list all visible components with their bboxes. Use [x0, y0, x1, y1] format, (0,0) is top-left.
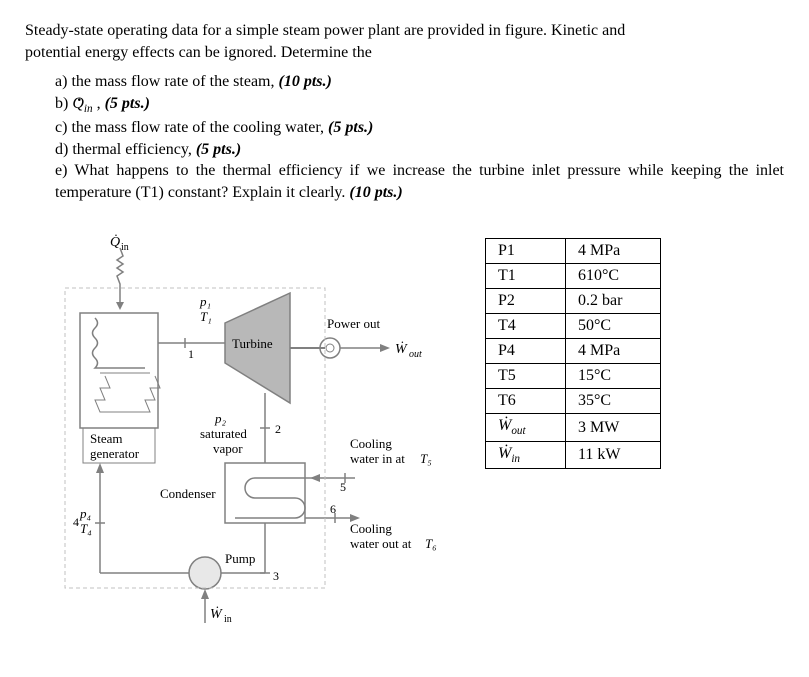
state5-label: 5	[340, 480, 346, 494]
part-e-pts: (10 pts.)	[349, 184, 402, 201]
table-val: 4 MPa	[566, 239, 661, 264]
table-row: P20.2 bar	[486, 289, 661, 314]
cooling-in1: Cooling	[350, 436, 392, 451]
part-d: d) thermal efficiency, (5 pts.)	[55, 139, 784, 161]
t5-label: T₅	[420, 451, 432, 466]
table-key: Ẇout	[486, 414, 566, 441]
p4-label: p₄	[79, 506, 92, 521]
table-row: Ẇin11 kW	[486, 441, 661, 468]
part-a: a) the mass flow rate of the steam, (10 …	[55, 71, 784, 93]
part-c: c) the mass flow rate of the cooling wat…	[55, 117, 784, 139]
qin-label: Q̇	[110, 234, 120, 250]
content-row: Steam generator Q̇ in p₁ T₁ 1 Turbine	[25, 228, 784, 633]
table-key: T6	[486, 389, 566, 414]
wout-label: Ẇ	[395, 340, 408, 357]
part-c-text: the mass flow rate of the cooling water,	[71, 119, 328, 136]
table-row: T1610°C	[486, 264, 661, 289]
t6-label: T₆	[425, 536, 437, 551]
turbine-label: Turbine	[232, 336, 273, 351]
table-key: P2	[486, 289, 566, 314]
table-val: 610°C	[566, 264, 661, 289]
state3-label: 3	[273, 569, 279, 583]
win-sub: in	[224, 614, 232, 625]
part-d-letter: d)	[55, 141, 68, 158]
part-d-text: thermal efficiency,	[72, 141, 196, 158]
part-b-letter: b)	[55, 95, 68, 112]
table-key: P1	[486, 239, 566, 264]
steam-gen-label1: Steam	[90, 431, 123, 446]
steam-gen-label2: generator	[90, 446, 140, 461]
qin-sub: in	[121, 242, 129, 253]
table-val: 50°C	[566, 314, 661, 339]
table-row: T450°C	[486, 314, 661, 339]
state6-label: 6	[330, 502, 336, 516]
state4-label: 4	[73, 515, 79, 529]
sat2-label: vapor	[213, 441, 243, 456]
pump-label: Pump	[225, 551, 255, 566]
cooling-in2: water in at	[350, 451, 405, 466]
table-row: P14 MPa	[486, 239, 661, 264]
table-key: T1	[486, 264, 566, 289]
table-row: T635°C	[486, 389, 661, 414]
part-a-letter: a)	[55, 73, 67, 90]
cooling-out1: Cooling	[350, 521, 392, 536]
wout-base: Ẇ	[498, 417, 511, 434]
win-label: Ẇ	[210, 605, 223, 622]
intro-line2: potential energy effects can be ignored.…	[25, 44, 372, 61]
sat1-label: saturated	[200, 426, 247, 441]
condenser-label: Condenser	[160, 486, 216, 501]
table-row: P44 MPa	[486, 339, 661, 364]
rankine-cycle-diagram: Steam generator Q̇ in p₁ T₁ 1 Turbine	[25, 228, 445, 633]
wout-key-sub: out	[511, 426, 525, 438]
t1-label: T₁	[200, 309, 212, 324]
part-e-text1: What happens to the thermal efficiency i…	[74, 162, 663, 179]
p2-label: p₂	[214, 411, 227, 426]
part-b-sub: in	[84, 103, 93, 115]
table-row: T515°C	[486, 364, 661, 389]
data-table: P14 MPa T1610°C P20.2 bar T450°C P44 MPa…	[485, 238, 661, 468]
wout-sub: out	[409, 349, 422, 360]
t4-label: T₄	[80, 521, 92, 536]
table-key: T4	[486, 314, 566, 339]
state2-label: 2	[275, 422, 281, 436]
table-key: T5	[486, 364, 566, 389]
table-val: 0.2 bar	[566, 289, 661, 314]
table-val: 4 MPa	[566, 339, 661, 364]
part-e-letter: e)	[55, 162, 67, 179]
table-key: P4	[486, 339, 566, 364]
problem-parts: a) the mass flow rate of the steam, (10 …	[25, 71, 784, 203]
p1-label: p₁	[199, 294, 211, 309]
table-val: 35°C	[566, 389, 661, 414]
part-b-q: Q	[72, 95, 84, 112]
table-val: 11 kW	[566, 441, 661, 468]
part-b-comma: ,	[93, 95, 105, 112]
problem-intro: Steady-state operating data for a simple…	[25, 20, 784, 63]
part-e: e) What happens to the thermal efficienc…	[55, 160, 784, 203]
part-d-pts: (5 pts.)	[196, 141, 241, 158]
power-out-label: Power out	[327, 316, 380, 331]
table-val: 3 MW	[566, 414, 661, 441]
part-a-text: the mass flow rate of the steam,	[71, 73, 278, 90]
part-c-letter: c)	[55, 119, 67, 136]
win-key-sub: in	[511, 453, 520, 465]
part-b-pts: (5 pts.)	[105, 95, 150, 112]
table-key: Ẇin	[486, 441, 566, 468]
part-a-pts: (10 pts.)	[278, 73, 331, 90]
part-b: b) Qin , (5 pts.)	[55, 93, 784, 117]
table-row: Ẇout3 MW	[486, 414, 661, 441]
cooling-out2: water out at	[350, 536, 412, 551]
state1-label: 1	[188, 347, 194, 361]
table-val: 15°C	[566, 364, 661, 389]
intro-line1: Steady-state operating data for a simple…	[25, 22, 625, 39]
part-c-pts: (5 pts.)	[328, 119, 373, 136]
win-base: Ẇ	[498, 445, 511, 462]
